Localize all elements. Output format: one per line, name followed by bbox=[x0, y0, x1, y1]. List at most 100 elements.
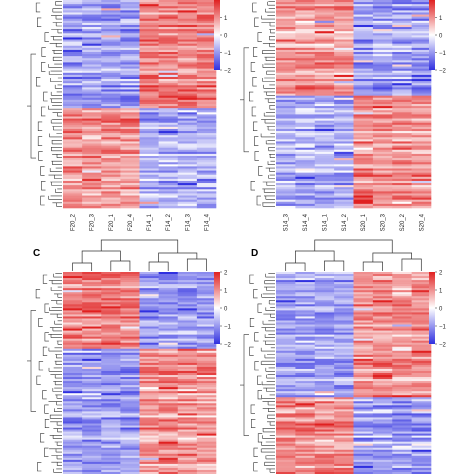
panel-d-cell bbox=[354, 385, 374, 387]
panel-d-cell bbox=[392, 444, 412, 446]
panel-c-cell bbox=[140, 333, 159, 335]
panel-d-cell bbox=[276, 274, 296, 276]
panel-b-cell bbox=[373, 175, 393, 177]
panel-c-cell bbox=[140, 442, 159, 444]
panel-b-cell bbox=[412, 106, 432, 108]
panel-d-cell bbox=[276, 314, 296, 316]
panel-d-cell bbox=[334, 458, 354, 460]
panel-d-cell bbox=[354, 375, 374, 377]
panel-c-cell bbox=[197, 409, 216, 411]
panel-b-cell bbox=[315, 179, 335, 181]
panel-b-cell bbox=[276, 175, 296, 177]
panel-b-cell bbox=[392, 127, 412, 129]
panel-a-cell bbox=[82, 173, 101, 175]
panel-b-cell bbox=[334, 71, 354, 73]
panel-d-cell bbox=[412, 347, 432, 349]
panel-c-cell bbox=[197, 349, 216, 351]
panel-b-cell bbox=[276, 29, 296, 31]
panel-d-cell bbox=[354, 325, 374, 327]
panel-b-cell bbox=[373, 48, 393, 50]
panel-b-cell bbox=[295, 19, 315, 21]
panel-c-cell bbox=[197, 401, 216, 403]
panel-c-cell bbox=[82, 323, 101, 325]
panel-b-cell bbox=[412, 54, 432, 56]
panel-d-cell bbox=[354, 389, 374, 391]
panel-a-cell bbox=[197, 19, 216, 21]
panel-a-cell bbox=[178, 135, 197, 137]
panel-b-cell bbox=[295, 54, 315, 56]
panel-b-cell bbox=[392, 141, 412, 143]
panel-b-cell bbox=[276, 0, 296, 2]
panel-b-cell bbox=[412, 156, 432, 158]
panel-c-cell bbox=[101, 440, 120, 442]
panel-a-cell bbox=[140, 73, 159, 75]
panel-c-cell bbox=[197, 438, 216, 440]
panel-a-cell bbox=[178, 69, 197, 71]
panel-d-cell bbox=[334, 456, 354, 458]
panel-a-cell bbox=[63, 102, 82, 104]
panel-d-cell bbox=[295, 349, 315, 351]
panel-c-cell bbox=[101, 464, 120, 466]
panel-d-cell bbox=[334, 333, 354, 335]
panel-c-cell bbox=[101, 421, 120, 423]
panel-b-cell bbox=[276, 127, 296, 129]
panel-c-cell bbox=[101, 351, 120, 353]
panel-b-cell bbox=[392, 77, 412, 79]
panel-a-cell bbox=[120, 73, 139, 75]
panel-c-cell bbox=[159, 288, 178, 290]
panel-b-cell bbox=[276, 152, 296, 154]
panel-c-cell bbox=[159, 302, 178, 304]
panel-c-cell bbox=[178, 351, 197, 353]
panel-b-cell bbox=[354, 202, 374, 204]
panel-a-cell bbox=[197, 154, 216, 156]
panel-a-cell bbox=[82, 92, 101, 94]
panel-c-cell bbox=[178, 359, 197, 361]
panel-d-cell bbox=[392, 391, 412, 393]
panel-d-cell bbox=[276, 442, 296, 444]
panel-c-cell bbox=[140, 468, 159, 470]
panel-d-cell bbox=[276, 419, 296, 421]
panel-a-cell bbox=[159, 0, 178, 2]
panel-b-cell bbox=[315, 102, 335, 104]
panel-b-cell bbox=[412, 166, 432, 168]
panel-a-cell bbox=[82, 131, 101, 133]
panel-d-cell bbox=[373, 290, 393, 292]
panel-a-cell bbox=[159, 123, 178, 125]
panel-b-cell bbox=[334, 189, 354, 191]
panel-d-cell bbox=[373, 280, 393, 282]
panel-a-cell bbox=[120, 64, 139, 66]
panel-c-cell bbox=[197, 333, 216, 335]
panel-c-cell bbox=[140, 341, 159, 343]
panel-d-cell bbox=[315, 403, 335, 405]
panel-d-cell bbox=[354, 345, 374, 347]
panel-b-cell bbox=[276, 189, 296, 191]
panel-a-cell bbox=[101, 75, 120, 77]
panel-c-cell bbox=[120, 430, 139, 432]
panel-c-cell bbox=[101, 357, 120, 359]
panel-b-cell bbox=[295, 87, 315, 89]
panel-c-cell bbox=[197, 405, 216, 407]
panel-d-cell bbox=[373, 417, 393, 419]
panel-c-cell bbox=[197, 379, 216, 381]
panel-b-cell bbox=[334, 19, 354, 21]
panel-c-cell bbox=[159, 373, 178, 375]
panel-a-cell bbox=[159, 196, 178, 198]
panel-b-cell bbox=[276, 146, 296, 148]
panel-c-cell bbox=[101, 349, 120, 351]
panel-c-cell bbox=[197, 381, 216, 383]
panel-d-cell bbox=[412, 361, 432, 363]
panel-b-cell bbox=[392, 160, 412, 162]
panel-a-cell bbox=[101, 202, 120, 204]
panel-b-cell bbox=[276, 148, 296, 150]
panel-c-cell bbox=[140, 298, 159, 300]
panel-c-cell bbox=[159, 468, 178, 470]
panel-a-cell bbox=[82, 27, 101, 29]
panel-b-cell bbox=[334, 129, 354, 131]
panel-c-cell bbox=[178, 290, 197, 292]
panel-a-cell bbox=[159, 42, 178, 44]
panel-b-cell bbox=[354, 127, 374, 129]
panel-d-cell bbox=[295, 345, 315, 347]
panel-d-cell bbox=[412, 424, 432, 426]
panel-b-cell bbox=[276, 19, 296, 21]
panel-b-cell bbox=[295, 141, 315, 143]
